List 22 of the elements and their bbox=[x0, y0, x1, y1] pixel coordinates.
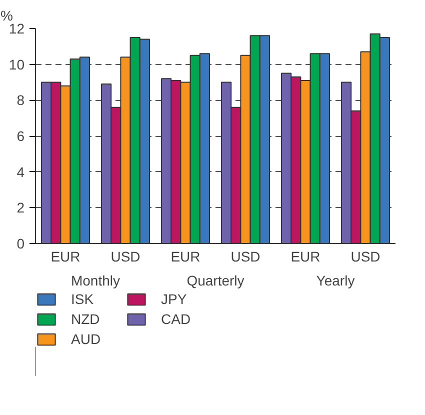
text: Monthly bbox=[70, 272, 120, 288]
y-tick-label: 8 bbox=[16, 92, 25, 108]
y-tick-label: 0 bbox=[16, 236, 25, 252]
legend-label: AUD bbox=[71, 331, 102, 347]
y-tick-label: 2 bbox=[16, 200, 25, 216]
y-tick-label: 10 bbox=[8, 56, 25, 72]
x-tick-label: USD bbox=[110, 248, 140, 264]
legend-label: ISK bbox=[71, 291, 95, 307]
y-tick-label: 6 bbox=[16, 128, 25, 144]
x-tick-label: USD bbox=[230, 248, 260, 264]
x-tick-label: EUR bbox=[170, 248, 200, 264]
x-tick-label: EUR bbox=[290, 248, 320, 264]
y-axis-title: % bbox=[0, 8, 13, 24]
text: Yearly bbox=[316, 272, 355, 288]
y-tick-label: 12 bbox=[8, 20, 25, 36]
legend-label: JPY bbox=[161, 291, 188, 307]
text: Quarterly bbox=[186, 272, 244, 288]
x-tick-label: USD bbox=[350, 248, 380, 264]
x-tick-label: EUR bbox=[50, 248, 80, 264]
legend-label: CAD bbox=[161, 311, 192, 327]
legend-label: NZD bbox=[71, 311, 101, 327]
y-tick-label: 4 bbox=[16, 164, 25, 180]
